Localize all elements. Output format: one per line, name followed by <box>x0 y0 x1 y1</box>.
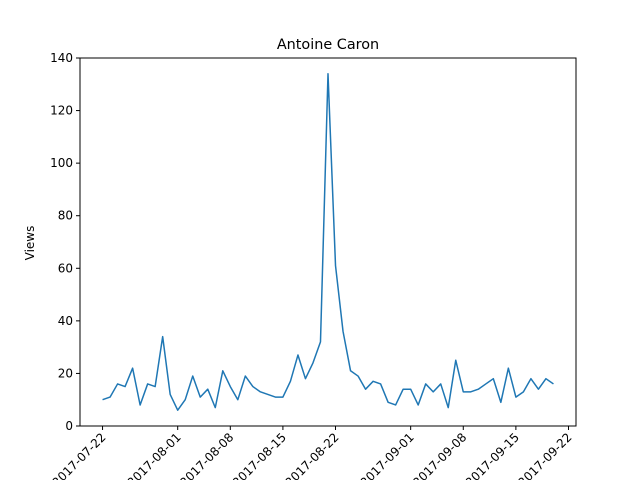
y-tick-label: 100 <box>50 156 73 170</box>
y-tick-label: 40 <box>58 314 73 328</box>
y-tick-label: 140 <box>50 51 73 65</box>
chart-title: Antoine Caron <box>277 37 379 53</box>
plot-frame <box>79 57 577 427</box>
line-series <box>102 73 554 411</box>
y-tick-label: 120 <box>50 104 73 118</box>
y-tick-label: 20 <box>58 366 73 380</box>
y-tick-label: 80 <box>58 209 73 223</box>
y-tick-label: 0 <box>65 419 73 433</box>
y-tick-label: 60 <box>58 261 73 275</box>
y-axis-label: Views <box>23 226 37 261</box>
